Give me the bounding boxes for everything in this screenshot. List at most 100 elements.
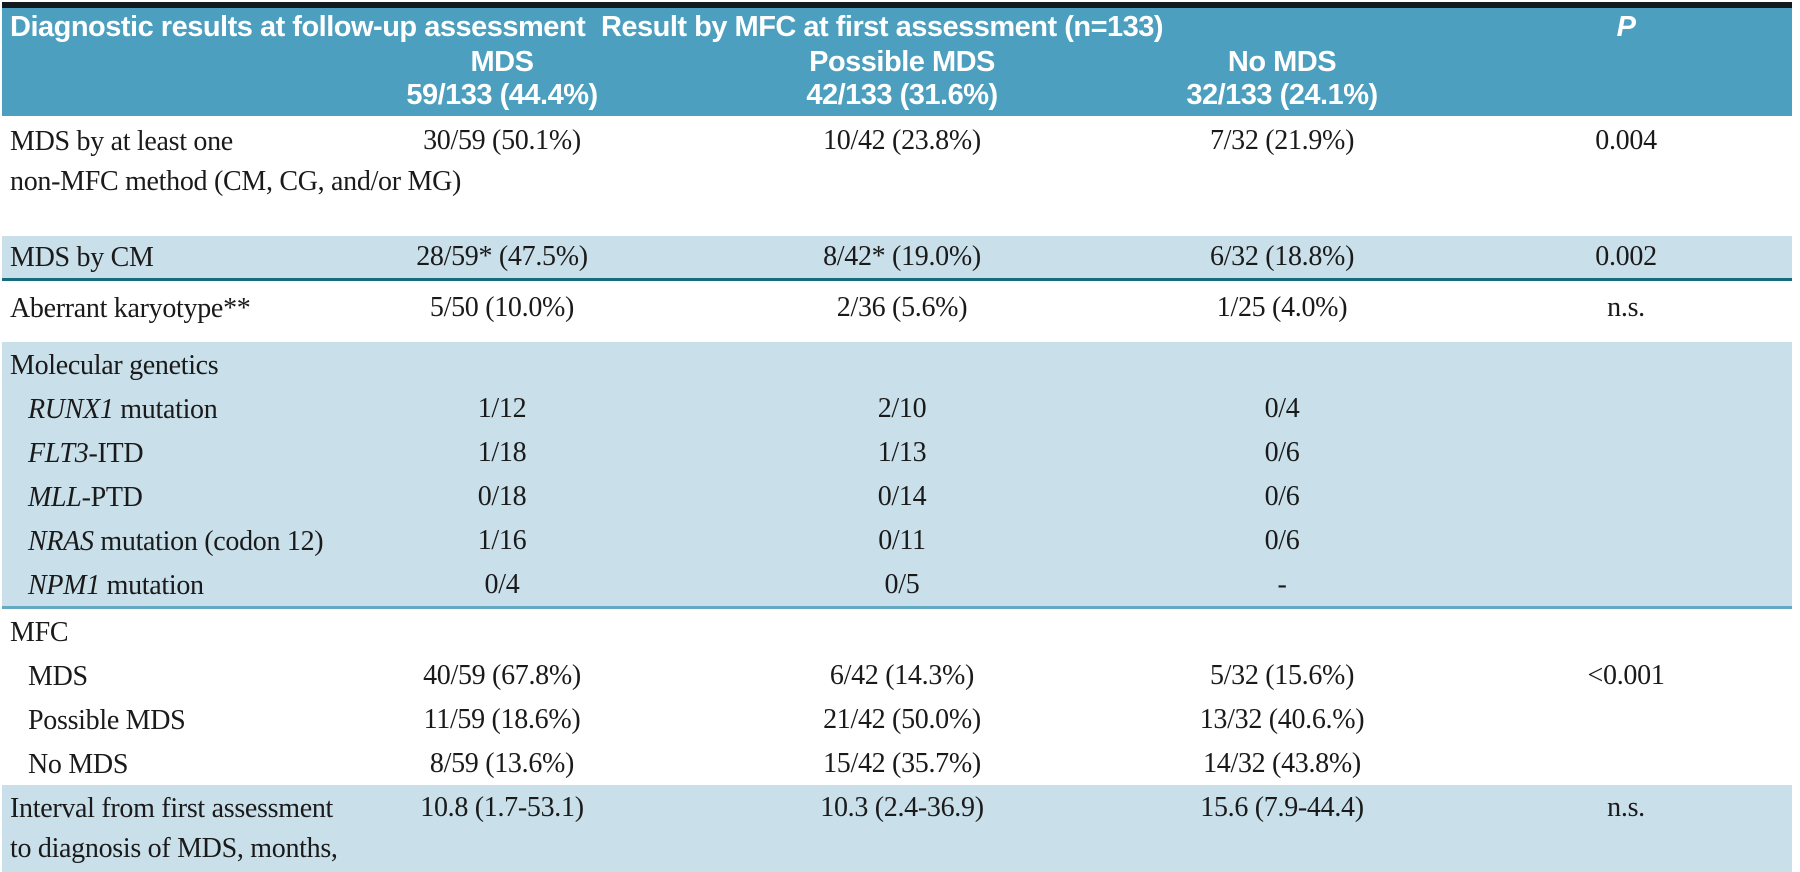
row-label: Possible MDS [2, 697, 342, 741]
p-value-cell [1422, 386, 1793, 430]
table-header: Diagnostic results at follow-up assessme… [2, 5, 1793, 116]
header-count-no-mds: 32/133 (24.1%) [1142, 79, 1423, 116]
value-cell: 2/36 (5.6%) [662, 279, 1142, 342]
value-cell [342, 607, 662, 653]
header-group-no-mds: No MDS [1142, 46, 1423, 79]
value-cell: 1/13 [662, 430, 1142, 474]
value-cell: 0/14 [662, 474, 1142, 518]
value-cell: 1/18 [342, 430, 662, 474]
value-cell: 14/32 (43.8%) [1142, 741, 1423, 785]
value-cell [662, 342, 1142, 386]
row-label: MDS by at least one non-MFC method (CM, … [2, 116, 461, 236]
header-spacer [1422, 46, 1793, 79]
table-row: NRAS mutation (codon 12) 1/16 0/11 0/6 [2, 518, 1793, 562]
row-label: MLL-PTD [2, 474, 342, 518]
p-value-cell [1422, 518, 1793, 562]
row-label: FLT3-ITD [2, 430, 342, 474]
value-cell: 21/42 (50.0%) [662, 697, 1142, 741]
header-spacer [1422, 79, 1793, 116]
value-cell: 0/6 [1142, 474, 1423, 518]
p-value-cell [1422, 741, 1793, 785]
value-cell: 30/59 (50.1%) [342, 116, 662, 236]
value-cell: 0/5 [662, 562, 1142, 609]
p-value-cell [1422, 342, 1793, 386]
header-spacer [2, 46, 342, 79]
p-value-cell: 0.002 [1422, 236, 1793, 281]
header-span-title: Result by MFC at first assessment (n=133… [342, 5, 1423, 46]
value-cell: 0/4 [1142, 386, 1423, 430]
value-cell: 0/11 [662, 518, 1142, 562]
table-row: Aberrant karyotype** 5/50 (10.0%) 2/36 (… [2, 279, 1793, 342]
header-p-label: P [1422, 5, 1793, 46]
table-row: MDS by CM 28/59* (47.5%) 8/42* (19.0%) 6… [2, 236, 1793, 281]
row-label: RUNX1 mutation [2, 386, 342, 430]
header-count-possible-mds: 42/133 (31.6%) [662, 79, 1142, 116]
value-cell: 28/59* (47.5%) [342, 236, 662, 281]
header-row-titles: Diagnostic results at follow-up assessme… [2, 5, 1793, 46]
row-label: Aberrant karyotype** [2, 279, 342, 342]
value-cell: 13/32 (40.6.%) [1142, 697, 1423, 741]
value-cell: 2/10 [662, 386, 1142, 430]
value-cell: 5/32 (15.6%) [1142, 653, 1423, 697]
value-cell: 6/42 (14.3%) [662, 653, 1142, 697]
table-row: MDS 40/59 (67.8%) 6/42 (14.3%) 5/32 (15.… [2, 653, 1793, 697]
value-cell [1142, 607, 1423, 653]
row-label: MFC [2, 607, 342, 653]
value-cell: 0/18 [342, 474, 662, 518]
value-cell: - [1142, 562, 1423, 609]
p-value-cell [1422, 474, 1793, 518]
value-cell: 8/59 (13.6%) [342, 741, 662, 785]
table-row: RUNX1 mutation 1/12 2/10 0/4 [2, 386, 1793, 430]
p-value-cell [1422, 607, 1793, 653]
header-group-mds: MDS [342, 46, 662, 79]
row-label: Interval from first assessment to diagno… [2, 785, 342, 872]
p-value-cell [1422, 430, 1793, 474]
p-value-cell [1422, 562, 1793, 609]
table-row: FLT3-ITD 1/18 1/13 0/6 [2, 430, 1793, 474]
table-row: MLL-PTD 0/18 0/14 0/6 [2, 474, 1793, 518]
value-cell: 1/25 (4.0%) [1142, 279, 1423, 342]
table-row-section-header: MFC [2, 607, 1793, 653]
p-value-cell [1422, 697, 1793, 741]
p-value-cell: n.s. [1422, 785, 1793, 872]
value-cell: 5/50 (10.0%) [342, 279, 662, 342]
header-left-title: Diagnostic results at follow-up assessme… [2, 5, 586, 46]
value-cell: 10.8 (1.7-53.1) [342, 785, 662, 872]
value-cell [342, 342, 662, 386]
value-cell: 10/42 (23.8%) [662, 116, 1142, 236]
value-cell: 1/16 [342, 518, 662, 562]
table-row-section-header: Molecular genetics [2, 342, 1793, 386]
row-label: NRAS mutation (codon 12) [2, 518, 342, 562]
value-cell [662, 607, 1142, 653]
header-spacer [2, 79, 342, 116]
header-count-mds: 59/133 (44.4%) [342, 79, 662, 116]
p-value-cell: <0.001 [1422, 653, 1793, 697]
table-row: NPM1 mutation 0/4 0/5 - [2, 562, 1793, 609]
row-label: MDS [2, 653, 342, 697]
value-cell: 8/42* (19.0%) [662, 236, 1142, 281]
value-cell: 0/4 [342, 562, 662, 609]
row-label: NPM1 mutation [2, 562, 342, 609]
value-cell: 15/42 (35.7%) [662, 741, 1142, 785]
value-cell: 1/12 [342, 386, 662, 430]
header-group-possible-mds: Possible MDS [662, 46, 1142, 79]
p-value-cell: 0.004 [1422, 116, 1793, 236]
value-cell: 6/32 (18.8%) [1142, 236, 1423, 281]
table-row: MDS by at least one non-MFC method (CM, … [2, 116, 1793, 236]
row-label: Molecular genetics [2, 342, 342, 386]
header-row-group-counts: 59/133 (44.4%) 42/133 (31.6%) 32/133 (24… [2, 79, 1793, 116]
value-cell: 0/6 [1142, 518, 1423, 562]
value-cell [1142, 342, 1423, 386]
table-row: No MDS 8/59 (13.6%) 15/42 (35.7%) 14/32 … [2, 741, 1793, 785]
table-row: Interval from first assessment to diagno… [2, 785, 1793, 872]
value-cell: 11/59 (18.6%) [342, 697, 662, 741]
value-cell: 7/32 (21.9%) [1142, 116, 1423, 236]
row-label: MDS by CM [2, 236, 342, 281]
header-row-group-names: MDS Possible MDS No MDS [2, 46, 1793, 79]
table-row: Possible MDS 11/59 (18.6%) 21/42 (50.0%)… [2, 697, 1793, 741]
row-label: No MDS [2, 741, 342, 785]
value-cell: 15.6 (7.9-44.4) [1142, 785, 1423, 872]
value-cell: 10.3 (2.4-36.9) [662, 785, 1142, 872]
